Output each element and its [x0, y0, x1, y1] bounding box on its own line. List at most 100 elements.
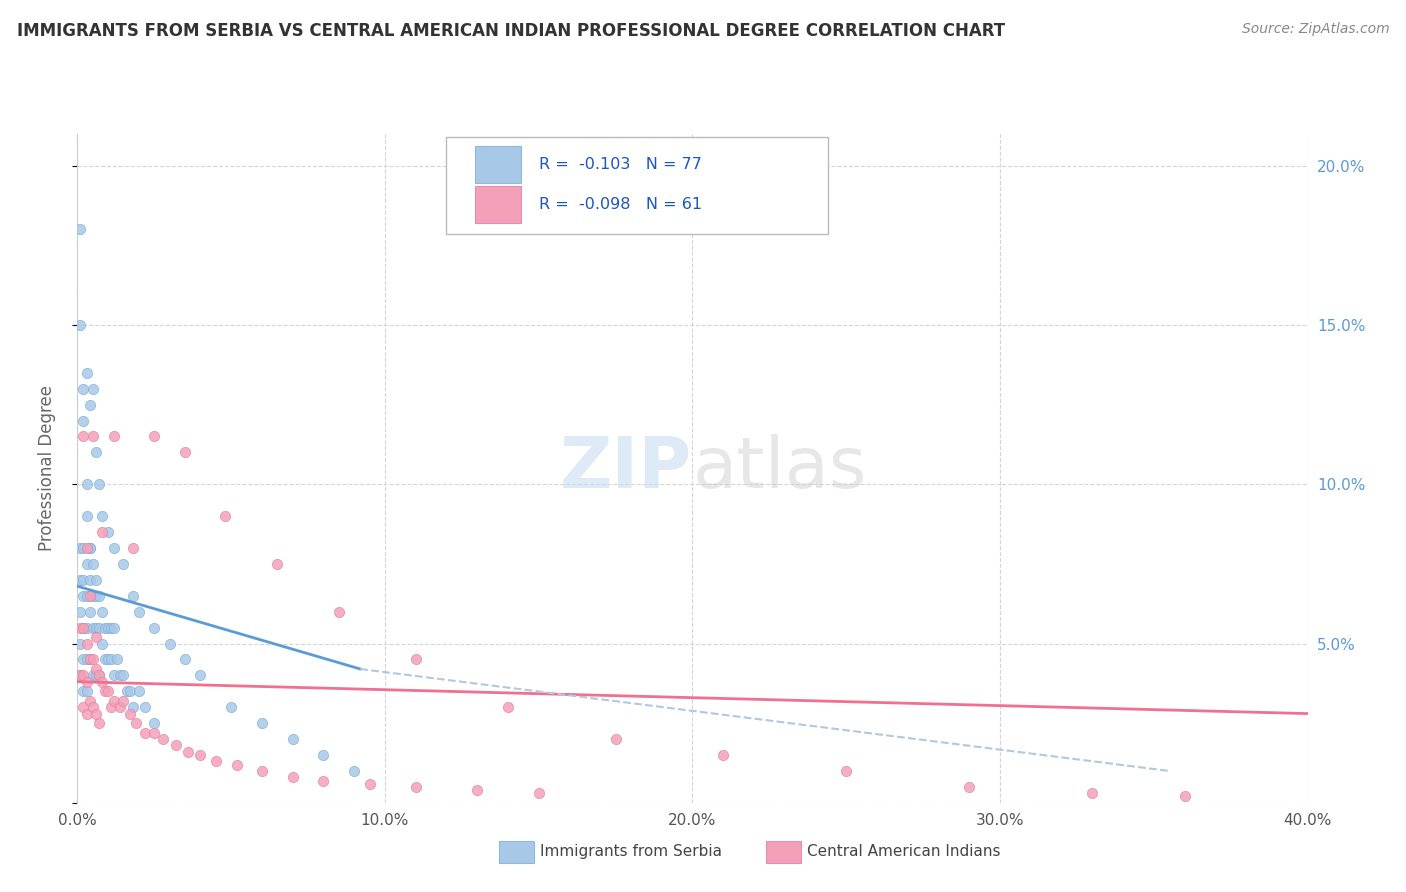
Point — [110, 668, 132, 682]
Point — [527, 786, 550, 800]
Point — [69, 668, 91, 682]
Point — [97, 684, 120, 698]
Point — [87, 668, 110, 682]
Point — [90, 674, 114, 689]
Point — [174, 652, 197, 666]
Point — [143, 725, 166, 739]
Text: atlas: atlas — [693, 434, 868, 503]
Point — [72, 429, 94, 443]
Point — [103, 429, 125, 443]
Point — [97, 524, 120, 539]
Point — [76, 541, 98, 555]
Point — [84, 706, 107, 721]
Y-axis label: Professional Degree: Professional Degree — [38, 385, 56, 551]
Text: Immigrants from Serbia: Immigrants from Serbia — [540, 845, 721, 859]
Point — [105, 652, 128, 666]
Point — [143, 621, 166, 635]
Point — [69, 605, 91, 619]
Point — [188, 668, 212, 682]
Text: IMMIGRANTS FROM SERBIA VS CENTRAL AMERICAN INDIAN PROFESSIONAL DEGREE CORRELATIO: IMMIGRANTS FROM SERBIA VS CENTRAL AMERIC… — [17, 22, 1005, 40]
Point — [82, 382, 104, 396]
Point — [90, 524, 114, 539]
Point — [90, 509, 114, 524]
Point — [226, 757, 249, 772]
Point — [118, 706, 141, 721]
Point — [94, 652, 117, 666]
Point — [328, 605, 350, 619]
Point — [219, 700, 242, 714]
Point — [76, 674, 98, 689]
Point — [97, 652, 120, 666]
Point — [82, 429, 104, 443]
Text: R =  -0.098   N = 61: R = -0.098 N = 61 — [538, 197, 702, 212]
Point — [177, 745, 200, 759]
Point — [100, 621, 122, 635]
Point — [84, 621, 107, 635]
Point — [134, 725, 156, 739]
Text: Source: ZipAtlas.com: Source: ZipAtlas.com — [1241, 22, 1389, 37]
Point — [312, 747, 335, 762]
Point — [605, 732, 627, 747]
Point — [72, 652, 94, 666]
Point — [103, 694, 125, 708]
Point — [79, 398, 101, 412]
Point — [112, 668, 135, 682]
Point — [76, 652, 98, 666]
Point — [165, 739, 187, 753]
Point — [174, 445, 197, 459]
Point — [90, 605, 114, 619]
Point — [128, 605, 150, 619]
Point — [72, 621, 94, 635]
Point — [72, 684, 94, 698]
Text: ZIP: ZIP — [560, 434, 693, 503]
Point — [121, 700, 143, 714]
Point — [159, 636, 181, 650]
Point — [84, 662, 107, 676]
Point — [103, 668, 125, 682]
Point — [72, 382, 94, 396]
Point — [84, 445, 107, 459]
Point — [711, 747, 734, 762]
Point — [69, 668, 91, 682]
Point — [69, 318, 91, 332]
Point — [97, 621, 120, 635]
Point — [79, 573, 101, 587]
Point — [82, 668, 104, 682]
Point — [82, 589, 104, 603]
Point — [87, 477, 110, 491]
Point — [69, 573, 91, 587]
Point — [312, 773, 335, 788]
Point — [143, 429, 166, 443]
Point — [94, 684, 117, 698]
Point — [118, 684, 141, 698]
Point — [121, 589, 143, 603]
Point — [79, 605, 101, 619]
Point — [72, 413, 94, 427]
Point — [134, 700, 156, 714]
Point — [72, 621, 94, 635]
FancyBboxPatch shape — [475, 146, 522, 183]
Point — [835, 764, 858, 778]
Point — [250, 716, 273, 731]
Point — [72, 589, 94, 603]
Point — [82, 557, 104, 571]
Point — [152, 732, 174, 747]
Point — [250, 764, 273, 778]
Point — [110, 700, 132, 714]
Point — [76, 589, 98, 603]
FancyBboxPatch shape — [475, 186, 522, 223]
Point — [79, 541, 101, 555]
Point — [266, 557, 288, 571]
Point — [496, 700, 519, 714]
Point — [84, 668, 107, 682]
Point — [115, 684, 138, 698]
Point — [359, 777, 381, 791]
Point — [112, 694, 135, 708]
Point — [343, 764, 366, 778]
Point — [76, 509, 98, 524]
Point — [79, 652, 101, 666]
Point — [79, 694, 101, 708]
Point — [90, 636, 114, 650]
Point — [100, 652, 122, 666]
Point — [84, 589, 107, 603]
